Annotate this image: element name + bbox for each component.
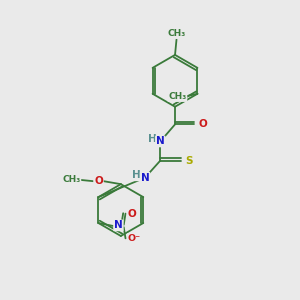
Text: N: N — [114, 220, 123, 230]
Text: N: N — [156, 136, 165, 146]
Text: N: N — [141, 173, 149, 183]
Text: CH₃: CH₃ — [168, 92, 187, 101]
Text: CH₃: CH₃ — [62, 175, 80, 184]
Text: O: O — [198, 119, 207, 129]
Text: O: O — [128, 208, 136, 219]
Text: O: O — [94, 176, 103, 186]
Text: H: H — [148, 134, 156, 144]
Text: S: S — [185, 156, 193, 166]
Text: O⁻: O⁻ — [128, 234, 141, 243]
Text: H: H — [132, 170, 141, 180]
Text: CH₃: CH₃ — [167, 29, 186, 38]
